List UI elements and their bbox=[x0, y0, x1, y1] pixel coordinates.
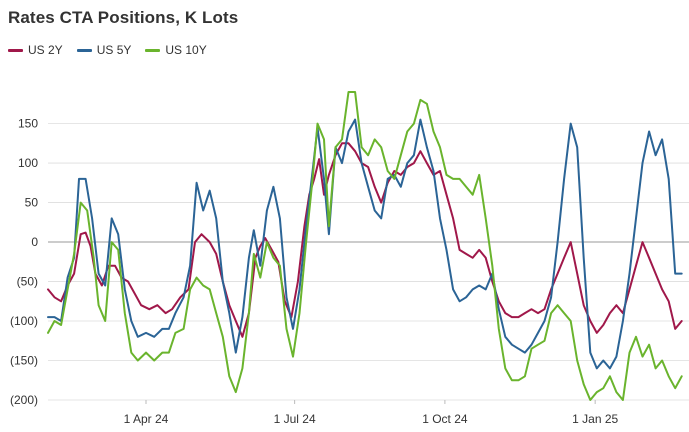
x-tick-label: 1 Jan 25 bbox=[572, 412, 618, 426]
series-line-us5y bbox=[47, 118, 683, 370]
legend-label-us10y: US 10Y bbox=[165, 43, 207, 57]
y-tick-label: (200) bbox=[10, 393, 38, 407]
x-tick-label: 1 Oct 24 bbox=[422, 412, 468, 426]
y-tick-label: 150 bbox=[18, 117, 38, 131]
x-tick-label: 1 Jul 24 bbox=[274, 412, 316, 426]
y-tick-label: 50 bbox=[25, 196, 39, 210]
legend-label-us5y: US 5Y bbox=[96, 43, 132, 57]
y-tick-label: 100 bbox=[18, 156, 38, 170]
legend-swatch-us10y bbox=[145, 48, 161, 52]
legend-item-us5y: US 5Y bbox=[76, 43, 132, 57]
legend-swatch-us5y bbox=[76, 48, 92, 52]
legend-item-us2y: US 2Y bbox=[8, 43, 63, 57]
x-tick-label: 1 Apr 24 bbox=[124, 412, 169, 426]
y-tick-label: (50) bbox=[17, 275, 38, 289]
y-tick-label: 0 bbox=[31, 235, 38, 249]
legend-swatch-us2y bbox=[8, 48, 23, 52]
y-tick-label: (150) bbox=[10, 354, 38, 368]
y-tick-label: (100) bbox=[10, 314, 38, 328]
series-line-us10y bbox=[47, 91, 683, 401]
legend-label-us2y: US 2Y bbox=[28, 43, 63, 57]
chart-title: Rates CTA Positions, K Lots bbox=[8, 8, 239, 27]
legend-item-us10y: US 10Y bbox=[145, 43, 207, 57]
legend: US 2Y US 5Y US 10Y bbox=[8, 43, 207, 57]
